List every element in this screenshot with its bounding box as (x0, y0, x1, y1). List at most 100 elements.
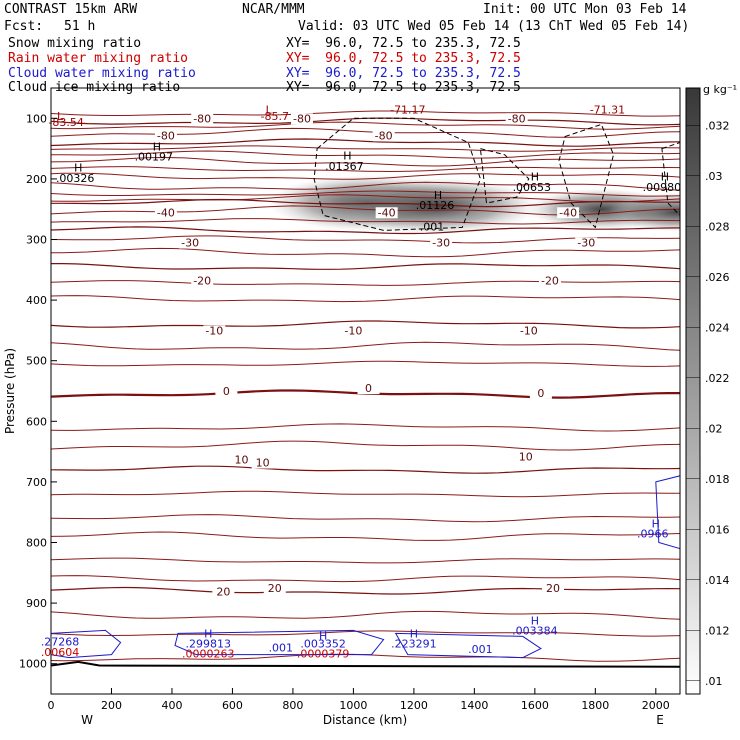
x-tick-label: 1600 (521, 699, 549, 712)
extremum-label: H (153, 140, 161, 153)
temperature-contour (51, 630, 680, 637)
contour-label-bg (154, 130, 177, 142)
temperature-contour (51, 110, 680, 117)
field-xy-snow: XY= 96.0, 72.5 to 235.3, 72.5 (286, 36, 521, 51)
temperature-contour (51, 610, 680, 620)
temperature-contour--80 (51, 117, 680, 126)
y-tick-label: 500 (26, 355, 47, 368)
extremum-label: .00197 (135, 151, 174, 164)
contour-label-bg (290, 113, 313, 125)
temperature-contour (51, 235, 680, 244)
cloud-water-contour (51, 629, 122, 659)
temperature-contour (51, 247, 680, 258)
contour-label-bg (538, 275, 561, 287)
extremum-label: .223291 (391, 637, 437, 650)
y-tick-label: 200 (26, 173, 47, 186)
cloud-water-contour (394, 632, 542, 659)
y-tick-label: 100 (26, 112, 47, 125)
temperature-contour-label: 0 (365, 382, 372, 395)
temperature-contour (51, 490, 680, 498)
extremum-label: H (74, 162, 82, 175)
valid-time: Valid: 03 UTC Wed 05 Feb 14 (13 ChT Wed … (298, 19, 690, 34)
temperature-contour-20 (51, 586, 680, 595)
contour-label-bg (212, 586, 235, 598)
extremum-label: .001 (269, 642, 294, 655)
temperature-contour-label: -80 (375, 129, 393, 142)
colorbar-tick-label: .01 (705, 675, 723, 688)
temperature-contour-label: -80 (293, 112, 311, 125)
temperature-contour (51, 218, 680, 225)
colorbar-tick-label: .014 (705, 574, 730, 587)
y-tick-label: 800 (26, 537, 47, 550)
fcst-label: Fcst: (4, 19, 44, 34)
extremum-label: .00326 (56, 172, 95, 185)
y-tick-label: 700 (26, 476, 47, 489)
extremum-label: H (410, 628, 418, 641)
contour-label-bg (430, 237, 453, 249)
contour-label-bg (191, 275, 214, 287)
temperature-contour (51, 295, 680, 303)
extremum-label: H (661, 171, 669, 184)
temperature-contour (51, 531, 680, 541)
x-tick-label: 1400 (460, 699, 488, 712)
temperature-contour (51, 341, 680, 351)
cloud-ice-contour (661, 141, 680, 217)
contour-label-bg (372, 130, 395, 142)
x-tick-label: 2000 (642, 699, 670, 712)
extremum-label: -85.7 (261, 110, 289, 123)
temperature-contour-label: 20 (216, 586, 230, 599)
y-tick-label: 600 (26, 415, 47, 428)
temperature-contour-label: -40 (559, 206, 577, 219)
contour-label-bg (514, 451, 537, 463)
extremum-label: .001 (468, 643, 493, 656)
temperature-contour-label: 0 (223, 385, 230, 398)
colorbar-tick-label: .028 (705, 220, 730, 233)
extremum-label: H (204, 628, 212, 641)
x-tick-label: 0 (48, 699, 55, 712)
y-tick-label: 900 (26, 597, 47, 610)
temperature-contour (51, 145, 680, 152)
cloud-ice-contour (313, 117, 481, 231)
temperature-contour (51, 150, 680, 159)
colorbar-tick-label: .026 (705, 271, 730, 284)
temperature-contour-label: 0 (537, 387, 544, 400)
contour-label-bg (154, 207, 177, 219)
colorbar-tick-label: .012 (705, 624, 730, 637)
temperature-contour (51, 440, 680, 451)
colorbar-units: g kg⁻¹ (703, 83, 737, 96)
cloud-water-contour (174, 629, 385, 656)
chart-title: CONTRAST 15km ARW (4, 2, 138, 17)
contour-label-bg (357, 383, 380, 394)
extremum-label: .003352 (300, 637, 346, 650)
init-time: Init: 00 UTC Mon 03 Feb 14 (483, 2, 687, 17)
temperature-contour (51, 194, 680, 203)
temperature-contour (51, 166, 680, 173)
y-tick-label: 400 (26, 294, 47, 307)
temperature-contour (51, 557, 680, 564)
extremum-label: .00980 (643, 181, 682, 194)
y-axis-label: Pressure (hPa) (3, 348, 17, 434)
extremum-label: .003384 (512, 625, 558, 638)
temperature-contour-label: 10 (235, 454, 249, 467)
extremum-label: -71.31 (590, 103, 625, 116)
colorbar-tick-label: .016 (705, 523, 730, 536)
contour-label-bg (230, 454, 253, 466)
colorbar-tick-label: .022 (705, 372, 730, 385)
contour-label-bg (517, 325, 540, 337)
field-name-cloud-water: Cloud water mixing ratio (8, 66, 196, 81)
extremum-label: H (319, 629, 327, 642)
extremum-label: -83.54 (48, 116, 83, 129)
x-tick-label: 200 (101, 699, 122, 712)
temperature-contour-label: -80 (508, 112, 526, 125)
temperature-contour--10 (51, 320, 680, 329)
x-tick-label: 600 (222, 699, 243, 712)
extremum-label: .00653 (513, 181, 552, 194)
extremum-label: .299813 (186, 637, 232, 650)
temperature-contour (51, 514, 680, 523)
extremum-label: .001 (420, 220, 445, 233)
extremum-label: .27268 (41, 636, 80, 649)
x-axis-label: Distance (km) (323, 713, 407, 727)
temperature-contour-label: -80 (193, 112, 211, 125)
colorbar-tick-label: .024 (705, 321, 730, 334)
